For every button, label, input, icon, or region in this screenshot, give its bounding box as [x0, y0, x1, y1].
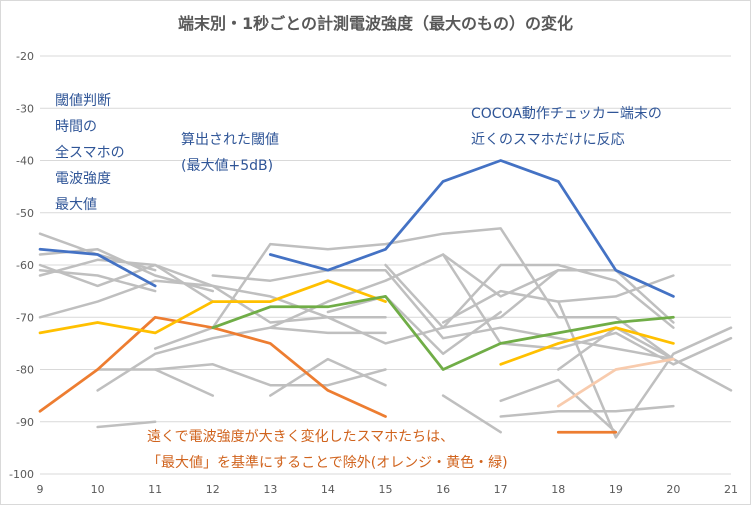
series-line-gray-19	[499, 404, 675, 418]
series-line-gray-14	[326, 295, 502, 356]
series-line-gray-9	[153, 368, 215, 397]
x-tick-label: 15	[379, 483, 393, 496]
series-line-gray-3	[38, 268, 157, 293]
x-tick-label: 21	[724, 483, 738, 496]
x-tick-label: 14	[321, 483, 335, 496]
series-line-gray-21	[557, 326, 733, 392]
series-line-gray-11	[211, 268, 675, 361]
series-line-gray-15	[384, 263, 675, 329]
x-tick-label: 11	[148, 483, 162, 496]
y-tick-label: -30	[16, 102, 34, 115]
series-line-gray-12	[269, 357, 387, 397]
series-line-gray-4	[38, 258, 215, 303]
series-line-green-30	[211, 295, 675, 371]
chart-title: 端末別・1秒ごとの計測電波強度（最大のもの）の変化	[178, 14, 573, 33]
series-line-gray-20	[557, 300, 733, 439]
x-tick-label: 12	[206, 483, 220, 496]
x-tick-label: 16	[436, 483, 450, 496]
y-tick-label: -60	[16, 259, 34, 272]
annotation-computed-threshold: 算出された閾値 (最大値+5dB)	[181, 132, 279, 174]
series-line-yellow-28	[38, 279, 387, 335]
series-line-gray-16	[441, 394, 502, 434]
series-line-peach-31	[556, 357, 675, 408]
x-tick-label: 9	[37, 483, 44, 496]
x-tick-label: 13	[263, 483, 277, 496]
series-line-gray-6	[96, 253, 560, 392]
x-tick-label: 18	[551, 483, 565, 496]
annotation-exclusion-note: 遠くで電波強度が大きく変化したスマホたちは、 「最大値」を基準にすることで除外(…	[147, 429, 508, 471]
series-line-gray-13	[269, 326, 387, 335]
annotation-cocoa-note: COCOA動作チェッカー端末の 近くのスマホだけに反応	[471, 106, 662, 148]
x-tick-label: 17	[494, 483, 508, 496]
series-line-gray-5	[38, 268, 675, 345]
series-line-gray-22	[441, 253, 675, 366]
series-line-gray-10	[153, 227, 675, 361]
x-tick-label: 20	[666, 483, 680, 496]
x-tick-label: 10	[91, 483, 105, 496]
y-tick-label: -20	[16, 50, 34, 63]
series-line-blue-25	[268, 159, 675, 298]
y-tick-label: -70	[16, 311, 34, 324]
series-line-yellow-29	[499, 326, 675, 366]
y-tick-label: -50	[16, 207, 34, 220]
annotation-threshold-basis: 閾値判断 時間の 全スマホの 電波強度 最大値	[55, 93, 125, 213]
series-line-blue-24	[38, 247, 157, 288]
x-tick-label: 19	[609, 483, 623, 496]
y-tick-label: -80	[16, 364, 34, 377]
y-tick-label: -90	[16, 416, 34, 429]
series-line-gray-8	[96, 363, 387, 387]
y-tick-label: -40	[16, 155, 34, 168]
series-line-gray-7	[96, 420, 157, 429]
y-tick-label: -100	[9, 468, 34, 481]
series-lines	[38, 159, 733, 439]
series-line-gray-18	[499, 378, 618, 434]
series-line-gray-23	[672, 336, 733, 366]
